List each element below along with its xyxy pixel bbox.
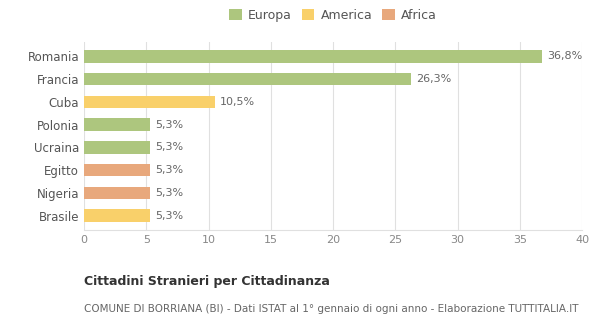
Text: 5,3%: 5,3%: [155, 120, 183, 130]
Legend: Europa, America, Africa: Europa, America, Africa: [227, 6, 439, 24]
Text: 5,3%: 5,3%: [155, 165, 183, 175]
Bar: [84, 209, 150, 222]
Bar: [84, 118, 150, 131]
Text: Cittadini Stranieri per Cittadinanza: Cittadini Stranieri per Cittadinanza: [84, 275, 330, 288]
Bar: [84, 50, 542, 63]
Text: 5,3%: 5,3%: [155, 211, 183, 220]
Text: COMUNE DI BORRIANA (BI) - Dati ISTAT al 1° gennaio di ogni anno - Elaborazione T: COMUNE DI BORRIANA (BI) - Dati ISTAT al …: [84, 304, 578, 314]
Text: 26,3%: 26,3%: [416, 74, 452, 84]
Text: 5,3%: 5,3%: [155, 188, 183, 198]
Bar: [84, 73, 412, 85]
Bar: [84, 96, 215, 108]
Text: 5,3%: 5,3%: [155, 142, 183, 152]
Bar: [84, 164, 150, 176]
Text: 10,5%: 10,5%: [220, 97, 255, 107]
Bar: [84, 141, 150, 154]
Text: 36,8%: 36,8%: [547, 52, 583, 61]
Bar: [84, 187, 150, 199]
